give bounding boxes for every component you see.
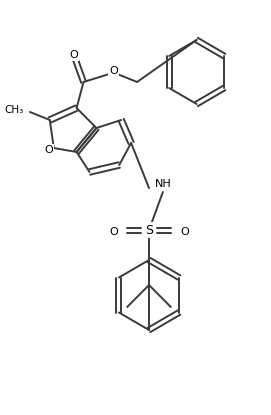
Text: S: S [145, 224, 153, 237]
Text: O: O [180, 227, 189, 237]
Text: O: O [109, 227, 118, 237]
Text: NH: NH [155, 179, 172, 189]
Text: O: O [69, 50, 78, 60]
Text: O: O [44, 145, 53, 155]
Text: O: O [109, 66, 118, 76]
Text: CH₃: CH₃ [5, 105, 24, 115]
